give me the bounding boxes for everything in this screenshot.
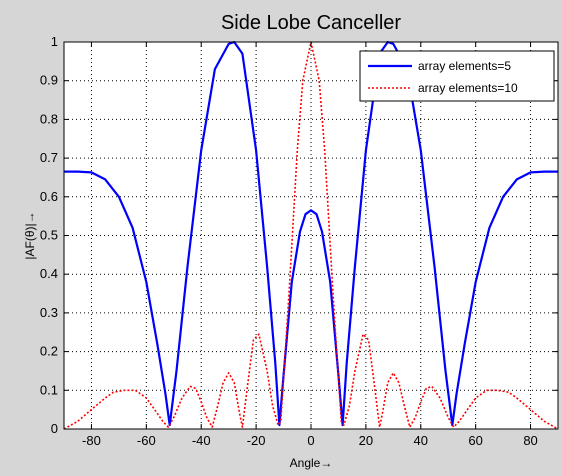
- legend-box: [359, 50, 555, 102]
- x-tick-label: 0: [307, 433, 314, 448]
- chart-title: Side Lobe Canceller: [221, 12, 401, 34]
- y-tick-label: 0.1: [40, 382, 58, 397]
- y-tick-label: 0.3: [40, 305, 58, 320]
- x-tick-label: -20: [247, 433, 266, 448]
- legend-label-array-elements-5: array elements=5: [418, 59, 511, 73]
- grid: [64, 42, 558, 429]
- y-tick-label: 0.9: [40, 73, 58, 88]
- y-tick-label: 0.7: [40, 150, 58, 165]
- y-tick-label: 1: [51, 34, 58, 49]
- y-tick-label: 0.5: [40, 228, 58, 243]
- y-tick-label: 0.4: [40, 266, 58, 281]
- x-tick-label: 60: [468, 433, 482, 448]
- axis-ticks: -80 -60 -40 -20 0 20 40 60 80 0 0.1 0.2 0.3 0.4 0.5 0.6…: [40, 34, 558, 448]
- x-tick-label: 80: [523, 433, 537, 448]
- y-tick-label: 0.2: [40, 344, 58, 359]
- legend-label-array-elements-10: array elements=10: [418, 81, 518, 95]
- x-tick-label: 40: [414, 433, 428, 448]
- y-tick-label: 0.6: [40, 189, 58, 204]
- x-tick-label: -40: [192, 433, 211, 448]
- y-axis-label: |AF(θ)|→: [23, 211, 37, 259]
- x-tick-label: -60: [137, 433, 156, 448]
- x-tick-label: 20: [359, 433, 373, 448]
- x-axis-label: Angle→: [290, 456, 333, 470]
- x-tick-label: -80: [82, 433, 101, 448]
- y-tick-label: 0.8: [40, 111, 58, 126]
- series-line-array-elements-5: [64, 40, 558, 427]
- y-tick-label: 0: [51, 421, 58, 436]
- legend: array elements=5 array elements=10: [359, 50, 555, 102]
